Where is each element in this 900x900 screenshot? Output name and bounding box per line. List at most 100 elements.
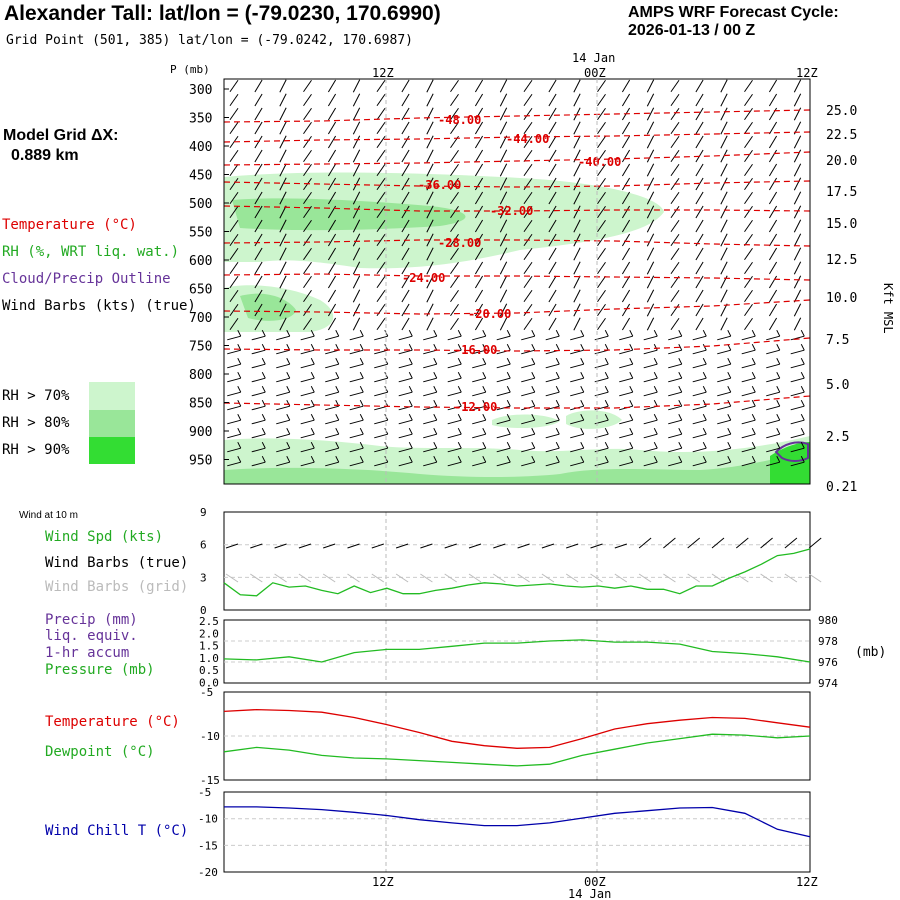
wind-barb xyxy=(303,205,312,219)
wind-barb xyxy=(619,329,634,341)
wind-barb xyxy=(254,303,263,317)
wind-barb xyxy=(766,357,781,369)
pressure-y-tick: 976 xyxy=(818,656,838,669)
wind-barb xyxy=(695,303,704,317)
wind-barb xyxy=(570,427,585,439)
wind-barb xyxy=(254,261,263,275)
kft-tick-label: 7.5 xyxy=(826,333,849,348)
wind-barb xyxy=(499,163,508,177)
temp-y-tick: -5 xyxy=(200,686,213,699)
wind-barb xyxy=(790,357,805,369)
wind-barb xyxy=(548,93,557,107)
wind-barb xyxy=(254,163,263,177)
wind-barb xyxy=(303,163,312,177)
wind-barb xyxy=(545,441,560,453)
wind-barb xyxy=(300,399,315,411)
wind-barb xyxy=(423,371,438,383)
wind-barb xyxy=(768,79,778,93)
wind-barb xyxy=(327,191,337,205)
wind-barb xyxy=(450,261,459,275)
wind-barb xyxy=(573,79,581,93)
wind-barb xyxy=(496,441,511,453)
wind-barb xyxy=(523,93,533,107)
wind-barb xyxy=(692,427,707,439)
wind-barb xyxy=(251,371,266,383)
precip-y-tick: 2.0 xyxy=(199,627,219,640)
wind-barb xyxy=(349,357,364,369)
wind-barb xyxy=(325,329,340,341)
wind-barb xyxy=(303,79,312,93)
wind-barb xyxy=(717,385,732,397)
wind-barb xyxy=(229,289,239,303)
wind-barb xyxy=(646,233,655,247)
wind-barb xyxy=(352,317,361,331)
wind-barb xyxy=(692,399,707,411)
kft-tick-label: 20.0 xyxy=(826,154,857,169)
p-tick-label: 600 xyxy=(189,254,212,269)
wind-barb xyxy=(548,149,557,163)
legend-rh70-label: RH > 70% xyxy=(2,388,70,404)
wind-barb xyxy=(352,205,361,219)
wind-barb xyxy=(768,205,778,219)
rh80-area-upper xyxy=(232,198,466,231)
wind-barb xyxy=(349,455,364,467)
wind-barb xyxy=(450,93,459,107)
wind-barb xyxy=(720,303,728,317)
wind-barb xyxy=(768,219,778,233)
precip-y-tick: 0.5 xyxy=(199,664,219,677)
wind-barb xyxy=(548,233,557,247)
wind-barb xyxy=(474,275,484,289)
wind-barb xyxy=(398,455,413,467)
wind-barb xyxy=(227,455,242,467)
wind-barb xyxy=(768,303,778,317)
wind-barb xyxy=(376,135,386,149)
wind-barb xyxy=(496,413,511,425)
wind-barb xyxy=(621,289,631,303)
wind-barb xyxy=(426,289,434,303)
wind-barb xyxy=(621,205,631,219)
wind-barb xyxy=(254,275,263,289)
wind-barb xyxy=(472,455,487,467)
wind-barb xyxy=(251,455,266,467)
wind-barb xyxy=(300,371,315,383)
wind-y-tick: 6 xyxy=(200,539,207,552)
wind-barb xyxy=(646,317,655,331)
wind-barb xyxy=(646,219,655,233)
wind-barb xyxy=(643,343,658,355)
wind-barb xyxy=(474,247,484,261)
wind-barb xyxy=(276,413,291,425)
wind-barb xyxy=(401,247,410,261)
wind-barb xyxy=(670,219,680,233)
p-tick-label: 850 xyxy=(189,397,212,412)
wind-barb xyxy=(327,275,337,289)
wind-barb xyxy=(254,191,263,205)
model-grid-info: Model Grid ΔX: 0.889 km xyxy=(3,126,119,166)
wind-barb xyxy=(621,261,631,275)
wind-barb xyxy=(619,399,634,411)
wind-barb xyxy=(668,371,683,383)
wind-barb xyxy=(426,121,434,135)
pressure-ticks: 300 350 400 450 500 550 600 650 700 750 800 850 900 9… xyxy=(189,83,229,469)
wind-barb xyxy=(720,247,728,261)
wind-barb xyxy=(303,289,312,303)
wind-barb xyxy=(523,177,533,191)
precip-y-tick: 1.0 xyxy=(199,652,219,665)
precip-y-tick: 2.5 xyxy=(199,615,219,628)
wind-barb xyxy=(251,329,266,341)
wind-barb xyxy=(720,107,728,121)
wind-barb xyxy=(695,79,704,93)
wind-barb-true xyxy=(735,537,749,549)
wind-barb xyxy=(474,79,484,93)
p-axis-label: P (mb) xyxy=(170,63,210,76)
wind-barb xyxy=(300,343,315,355)
wind-barb xyxy=(499,275,508,289)
wind-barb xyxy=(570,329,585,341)
wind-barb xyxy=(327,163,337,177)
wind-barb xyxy=(352,233,361,247)
wind-barb xyxy=(597,275,606,289)
wind-barb xyxy=(695,107,704,121)
wind-barb xyxy=(621,303,631,317)
p-tick-label: 350 xyxy=(189,112,212,127)
pressure-panel-frame xyxy=(223,619,811,684)
wind-barb xyxy=(744,191,753,205)
